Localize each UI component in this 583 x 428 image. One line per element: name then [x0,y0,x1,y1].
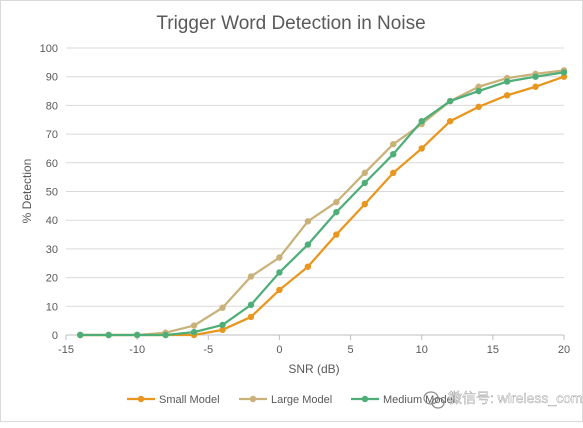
series-line [80,71,565,337]
data-point [219,326,226,334]
data-point [446,117,454,125]
data-point [247,313,255,321]
x-axis-title: SNR (dB) [288,362,339,376]
y-tick-label: 30 [46,244,58,256]
y-tick-label: 20 [46,273,58,285]
y-tick-label: 50 [46,187,58,199]
data-point [333,208,340,216]
data-point [390,169,397,177]
y-tick-label: 40 [46,215,58,227]
data-point [276,254,283,261]
series-large-model [77,67,568,339]
wechat-icon [423,391,445,409]
data-point [190,328,198,336]
x-tick-label: 5 [348,344,354,356]
legend-label: Large Model [271,394,332,406]
data-point [532,83,539,90]
y-tick-label: 90 [46,72,58,84]
data-point [77,331,84,339]
legend: Small Model Large Model Medium Model [127,394,455,406]
x-tick-label: -5 [203,344,213,356]
data-point [162,331,169,339]
legend-swatch-marker [361,395,369,403]
data-point [276,286,283,294]
data-point [390,150,397,158]
y-tick-label: 0 [52,330,58,342]
legend-item: Medium Model [351,394,455,406]
series-medium-model [77,69,568,339]
data-point [247,301,255,309]
y-tick-label: 100 [40,43,58,55]
series-line [80,75,565,337]
data-point [361,169,368,177]
data-point [560,69,568,76]
data-point [532,73,539,80]
data-point [276,269,283,276]
data-point [503,92,511,99]
legend-swatch-marker [137,395,145,403]
data-point [133,331,141,339]
data-point [304,263,312,270]
data-point [418,145,425,152]
data-point [361,179,368,187]
data-point [219,304,226,311]
x-tick-label: -15 [58,344,74,356]
legend-label: Small Model [159,394,220,406]
y-tick-label: 60 [46,158,58,170]
gridlines [66,47,564,336]
y-tick-label: 10 [46,301,58,313]
data-point [333,231,340,238]
data-point [446,97,454,105]
data-point [219,321,226,329]
data-point [361,200,368,208]
legend-item: Small Model [127,394,220,406]
series-line [80,69,565,337]
data-point [390,140,397,148]
y-axis-title: % Detection [20,159,34,224]
data-point [503,78,511,85]
y-tick-label: 70 [46,129,58,141]
data-point [418,117,425,125]
series-small-model [77,73,568,339]
watermark-text: 微信号: wireless_com [448,390,583,406]
y-tick-label: 80 [46,100,58,112]
data-point [475,87,482,95]
data-point [304,241,312,248]
data-point [247,273,255,280]
x-tick-label: 20 [558,344,570,356]
data-point [105,331,112,339]
watermark: 微信号: wireless_com [423,390,583,409]
legend-swatch-marker [249,395,257,403]
y-axis: 0 10 20 30 40 50 60 70 80 90 100 [40,43,58,342]
data-point [304,218,312,225]
data-point [475,103,482,111]
x-tick-label: 15 [487,344,499,356]
chart-title: Trigger Word Detection in Noise [156,13,425,34]
series-layer [77,67,568,339]
legend-label: Medium Model [383,394,455,406]
data-point [333,198,340,206]
x-axis: -15 -10 -5 0 5 10 15 20 [58,334,570,356]
x-tick-label: 0 [276,344,282,356]
legend-item: Large Model [239,394,332,406]
x-tick-label: -10 [129,344,145,356]
x-tick-label: 10 [416,344,428,356]
data-point [190,322,198,329]
